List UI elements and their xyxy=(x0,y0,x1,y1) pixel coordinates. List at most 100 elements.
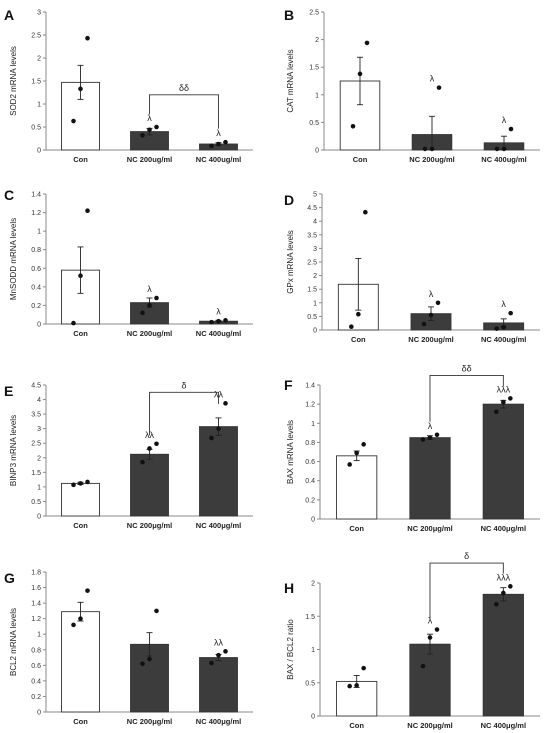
y-tick-label: 0.6 xyxy=(31,663,41,670)
data-point xyxy=(78,616,83,621)
data-point xyxy=(140,310,145,316)
data-point xyxy=(85,208,90,214)
x-tick-label: NC 400μg/ml xyxy=(481,524,526,533)
data-point xyxy=(361,665,366,671)
y-tick-label: 2 xyxy=(315,37,319,44)
x-tick-label: NC 200μg/ml xyxy=(127,521,172,530)
chart-panel-b: B 0 0.5 1 1.5 2 2.5 CAT mRNA levels Con λ NC 200ug… xyxy=(284,7,540,164)
y-tick-label: 0.6 xyxy=(305,459,315,466)
significance-mark: λ xyxy=(429,289,434,299)
data-point xyxy=(209,143,214,149)
y-tick-label: 0 xyxy=(311,714,315,721)
y-tick-label: 1.5 xyxy=(31,470,41,477)
y-tick-label: 0.4 xyxy=(305,478,315,485)
comparison-label: δδ xyxy=(179,83,189,93)
data-point xyxy=(85,588,90,593)
y-axis-label: BAX / BCL2 ratio xyxy=(286,619,295,680)
data-point xyxy=(140,459,145,465)
bar xyxy=(199,426,238,517)
y-tick-label: 1 xyxy=(313,300,317,307)
chart-panel-a: A 0 0.5 1 1.5 2 2.5 3 SOD2 mRNA levels Con λ NC 200… xyxy=(4,7,253,164)
y-tick-label: 0 xyxy=(313,328,317,335)
chart-panel-e: E 0 0.5 1 1.5 2 2.5 3 3.5 4 4.5 BINP3 mRNA levels Co… xyxy=(4,380,253,530)
data-point xyxy=(78,481,83,486)
y-tick-label: 0.4 xyxy=(31,284,41,291)
y-axis-label: SOD2 mRNA levels xyxy=(9,46,18,116)
y-tick-label: 1 xyxy=(311,647,315,654)
y-tick-label: 1.2 xyxy=(31,210,41,217)
y-tick-label: 1 xyxy=(311,421,315,428)
y-tick-label: 1 xyxy=(315,92,319,99)
y-tick-label: 4 xyxy=(313,219,317,226)
y-tick-label: 2 xyxy=(37,455,41,462)
y-tick-label: 3 xyxy=(313,246,317,253)
bar xyxy=(130,453,169,517)
data-point xyxy=(347,462,352,467)
data-point xyxy=(501,590,506,596)
y-tick-label: 0.8 xyxy=(31,247,41,254)
x-tick-label: NC 200ug/ml xyxy=(408,335,453,344)
panel-label: C xyxy=(4,187,14,203)
x-tick-label: Con xyxy=(73,521,88,530)
significance-mark: λ xyxy=(147,113,152,123)
data-point xyxy=(420,663,426,669)
y-tick-label: 1.8 xyxy=(31,570,41,577)
data-point xyxy=(71,482,76,488)
data-point xyxy=(361,442,366,447)
data-point xyxy=(420,437,426,442)
y-tick-label: 0.5 xyxy=(305,680,315,687)
y-tick-label: 3.5 xyxy=(307,232,317,239)
data-point xyxy=(78,273,83,279)
data-point xyxy=(422,146,428,152)
data-point xyxy=(421,321,427,327)
y-tick-label: 0.4 xyxy=(31,678,41,685)
data-point xyxy=(427,435,433,440)
data-point xyxy=(209,319,214,325)
y-tick-label: 1.2 xyxy=(31,616,41,623)
y-tick-label: 0 xyxy=(311,517,315,524)
y-tick-label: 0.5 xyxy=(309,120,319,127)
bar xyxy=(482,593,524,717)
x-tick-label: NC 200μg/ml xyxy=(407,721,452,730)
bar xyxy=(199,657,238,713)
y-tick-label: 0 xyxy=(37,710,41,717)
comparison-bracket xyxy=(429,374,504,422)
data-point xyxy=(223,317,228,323)
panel-label: G xyxy=(4,570,15,586)
x-tick-label: NC 400ug/ml xyxy=(481,155,526,164)
y-tick-label: 0.5 xyxy=(31,125,41,132)
data-point xyxy=(216,652,221,658)
bar xyxy=(482,403,524,520)
y-tick-label: 0.8 xyxy=(305,440,315,447)
data-point xyxy=(154,295,159,301)
panel-label: D xyxy=(284,192,294,208)
data-point xyxy=(209,435,214,441)
significance-mark: λλλ xyxy=(497,572,511,582)
bar xyxy=(409,643,451,717)
panel-label: H xyxy=(284,580,294,596)
x-tick-label: Con xyxy=(73,155,88,164)
y-tick-label: 0.2 xyxy=(31,303,41,310)
data-point xyxy=(216,318,221,324)
x-tick-label: NC 400μg/ml xyxy=(196,717,241,726)
data-point xyxy=(357,71,363,77)
panel-label: A xyxy=(4,7,14,23)
y-tick-label: 5 xyxy=(313,192,317,199)
y-tick-label: 1 xyxy=(37,229,41,236)
y-tick-label: 3 xyxy=(37,10,41,17)
data-point xyxy=(140,132,145,138)
data-point xyxy=(508,584,513,589)
y-tick-label: 1.5 xyxy=(309,65,319,72)
comparison-bracket xyxy=(429,562,504,621)
data-point xyxy=(356,311,361,317)
data-point xyxy=(435,300,441,306)
x-tick-label: Con xyxy=(349,524,364,533)
data-point xyxy=(223,401,228,406)
y-tick-label: 1.5 xyxy=(307,287,317,294)
x-tick-label: Con xyxy=(349,721,364,730)
y-tick-label: 1.2 xyxy=(305,402,315,409)
data-point xyxy=(350,123,356,129)
y-tick-label: 0.2 xyxy=(31,694,41,701)
y-tick-label: 4 xyxy=(37,397,41,404)
